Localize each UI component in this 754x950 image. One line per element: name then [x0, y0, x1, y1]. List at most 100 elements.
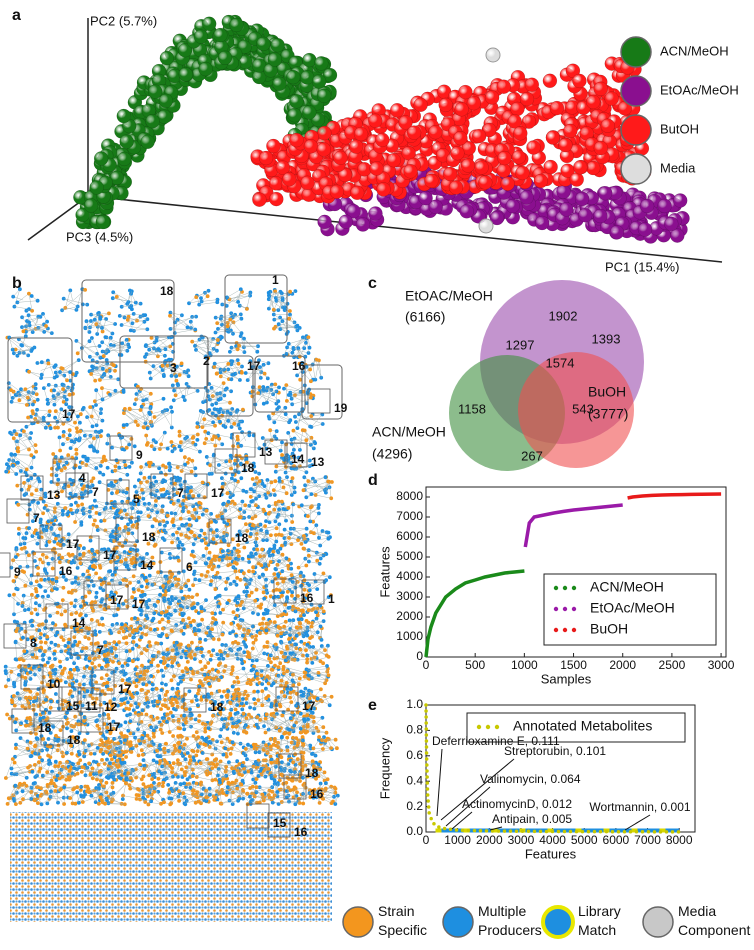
network-edge	[208, 433, 232, 438]
pca-point	[496, 79, 511, 94]
network-node	[55, 501, 60, 506]
pca-point	[159, 50, 175, 66]
network-node	[19, 343, 24, 347]
pca-point	[389, 103, 405, 118]
network-edge	[216, 402, 231, 404]
network-node	[19, 487, 24, 492]
network-node	[283, 540, 288, 545]
pca-point	[252, 192, 267, 207]
network-node	[89, 444, 94, 448]
network-node	[29, 294, 34, 298]
network-node	[80, 487, 85, 491]
network-node	[222, 393, 227, 398]
network-node	[189, 489, 193, 493]
pca-point	[593, 140, 609, 156]
pca-point	[311, 74, 327, 89]
network-node	[76, 414, 80, 419]
pca-point	[357, 162, 372, 177]
network-node	[54, 536, 58, 541]
pca-point	[505, 198, 520, 214]
network-edge	[273, 489, 287, 494]
network-node	[181, 394, 186, 399]
network-edge	[179, 434, 198, 436]
network-edge	[205, 526, 209, 544]
network-node	[197, 500, 202, 505]
pca-point	[93, 151, 109, 166]
network-node	[171, 532, 176, 537]
network-node	[141, 398, 146, 403]
network-node	[232, 421, 237, 426]
pca-point	[558, 137, 573, 153]
network-node	[279, 533, 284, 538]
pca-point	[269, 191, 284, 207]
network-node	[163, 472, 168, 477]
network-edge	[97, 430, 102, 452]
network-edge	[133, 504, 137, 522]
network-node	[56, 465, 61, 470]
network-node	[130, 307, 134, 312]
pca-point	[639, 198, 655, 214]
legend-swatch	[620, 114, 652, 146]
network-node	[192, 507, 197, 512]
network-node	[210, 437, 215, 442]
network-node	[213, 435, 218, 440]
pca-point	[117, 151, 132, 167]
pca-point	[442, 166, 458, 182]
network-node	[150, 524, 155, 529]
network-node	[128, 328, 133, 333]
network-node	[133, 419, 138, 424]
pca-point	[317, 125, 332, 141]
pca-point	[355, 217, 371, 232]
pca-point	[453, 130, 468, 146]
network-node	[237, 426, 242, 431]
network-node	[16, 460, 20, 465]
network-node	[228, 453, 233, 458]
network-node	[223, 471, 228, 476]
network-edge	[208, 523, 225, 542]
pca-point	[448, 180, 464, 195]
network-node	[183, 462, 188, 467]
network-node	[20, 546, 24, 551]
panel-label: a	[12, 7, 21, 24]
pca-point	[593, 208, 608, 224]
pca-point	[459, 204, 474, 219]
network-node	[288, 289, 292, 294]
network-edge	[310, 507, 311, 522]
pca-point	[375, 132, 390, 148]
pca-point	[458, 84, 473, 100]
network-edge	[141, 406, 146, 424]
network-node	[163, 492, 168, 497]
network-node	[296, 538, 300, 542]
pca-axis	[87, 195, 723, 263]
network-node	[309, 492, 314, 496]
network-edge	[119, 313, 134, 317]
network-node	[98, 317, 103, 321]
pca-point	[289, 132, 304, 148]
pca-point	[519, 190, 534, 205]
pca-point	[604, 91, 619, 106]
pca-point	[368, 206, 383, 221]
pca-point	[267, 52, 283, 67]
network-edge	[273, 413, 291, 421]
network-edge	[169, 315, 188, 328]
network-edge	[87, 416, 103, 421]
network-node	[307, 345, 312, 350]
pca-point	[485, 47, 501, 63]
network-node	[156, 347, 161, 351]
network-node	[199, 296, 203, 300]
network-node	[53, 515, 57, 520]
network-node	[304, 438, 309, 443]
pca-point	[510, 101, 525, 117]
network-node	[240, 370, 244, 375]
pca-point	[316, 88, 332, 104]
pca-point	[413, 97, 428, 113]
network-node	[9, 388, 13, 392]
network-node	[53, 409, 58, 414]
network-node	[10, 347, 15, 352]
network-edge	[237, 432, 250, 445]
pca-point	[515, 165, 530, 181]
network-node	[148, 405, 153, 409]
pca-point	[89, 180, 104, 195]
network-node	[238, 287, 243, 292]
